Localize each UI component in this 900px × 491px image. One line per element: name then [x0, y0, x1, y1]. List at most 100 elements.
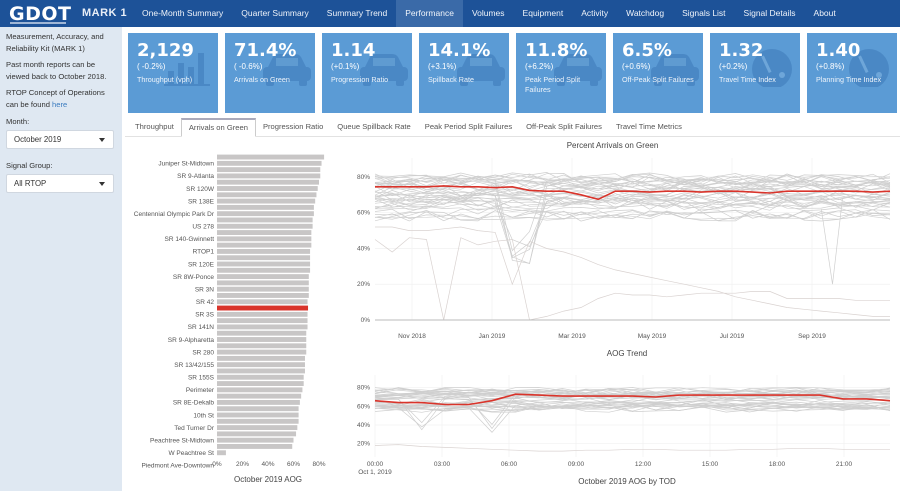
bar-category-label: SR 138E — [188, 198, 215, 205]
nav-item-about[interactable]: About — [813, 8, 836, 18]
month-select[interactable]: October 2019 — [6, 130, 114, 149]
tab-queue-spillback-rate[interactable]: Queue Spillback Rate — [337, 122, 411, 131]
bar[interactable] — [217, 267, 311, 273]
tab-throughput[interactable]: Throughput — [135, 122, 174, 131]
aog-bar-chart: Juniper St-Midtown SR 9-Atlanta SR 120W SR … — [134, 154, 326, 484]
bar-highlight[interactable] — [217, 305, 309, 311]
x-tick-label: 60% — [287, 461, 300, 468]
bar[interactable] — [217, 211, 314, 217]
app-brand[interactable]: MARK 1 — [82, 7, 128, 19]
bar[interactable] — [217, 248, 311, 254]
kpi-tile-arrivals-on-green[interactable]: 71.4%( -0.6%) Arrivals on Green — [225, 33, 315, 113]
nav-item-activity[interactable]: Activity — [581, 8, 609, 18]
gdot-logo[interactable]: GDOT — [9, 3, 72, 25]
bar[interactable] — [217, 381, 304, 386]
bar[interactable] — [217, 444, 293, 449]
nav-item-summary-trend[interactable]: Summary Trend — [326, 8, 388, 18]
bar[interactable] — [217, 387, 303, 393]
nav-item-performance[interactable]: Performance — [396, 0, 463, 27]
x-tick-label: Jan 2019 — [479, 333, 506, 340]
signal-group-select[interactable]: All RTOP — [6, 174, 114, 193]
bar[interactable] — [217, 160, 322, 166]
kpi-tile-throughput-vph[interactable]: 2,129( -0.2%) Throughput (vph) — [128, 33, 218, 113]
bar[interactable] — [217, 293, 309, 298]
nav-item-equipment[interactable]: Equipment — [522, 8, 564, 18]
bar[interactable] — [217, 274, 309, 280]
bar[interactable] — [217, 255, 311, 261]
bar-category-label: SR 9-Atlanta — [177, 173, 214, 180]
kpi-tile-spillback-rate[interactable]: 14.1% (+3.1%) Spillback Rate — [419, 33, 509, 113]
concept-link[interactable]: here — [52, 100, 68, 109]
kpi-tile-off-peak-split-failures[interactable]: 6.5% (+0.6%) Off-Peak Split Failures — [613, 33, 703, 113]
bar[interactable] — [217, 337, 307, 342]
bar[interactable] — [217, 349, 307, 355]
bar[interactable] — [217, 154, 325, 160]
bar[interactable] — [217, 318, 308, 324]
nav-item-watchdog[interactable]: Watchdog — [626, 8, 665, 18]
bar[interactable] — [217, 173, 321, 179]
bar-category-label: Centennial Olympic Park Dr — [134, 211, 215, 218]
bar[interactable] — [217, 223, 313, 229]
bar[interactable] — [217, 230, 312, 235]
bar[interactable] — [217, 412, 299, 418]
bar[interactable] — [217, 179, 319, 185]
bar[interactable] — [217, 450, 226, 456]
kpi-tile-peak-period-split-failures[interactable]: 11.8% (+6.2%) Peak Period Split Failures — [516, 33, 606, 113]
nav-item-quarter-summary[interactable]: Quarter Summary — [241, 8, 309, 18]
tab-off-peak-split-failures[interactable]: Off-Peak Split Failures — [526, 122, 602, 131]
bar-category-label: SR 13/42/155 — [174, 362, 214, 369]
bar[interactable] — [217, 186, 318, 191]
bar[interactable] — [217, 393, 302, 399]
tab-travel-time-metrics[interactable]: Travel Time Metrics — [615, 122, 682, 131]
kpi-tile-travel-time-index[interactable]: 1.32 (+0.2%) Travel Time Index — [710, 33, 800, 113]
bar[interactable] — [217, 311, 308, 317]
bar[interactable] — [217, 324, 308, 330]
signal-series-line — [374, 198, 891, 210]
x-tick-label: May 2019 — [638, 333, 667, 340]
x-tick-label: 09:00 — [568, 461, 585, 468]
bar[interactable] — [217, 280, 309, 286]
bar[interactable] — [217, 242, 312, 248]
kpi-tile-progression-ratio[interactable]: 1.14 (+0.1%) Progression Ratio — [322, 33, 412, 113]
bar[interactable] — [217, 425, 298, 431]
tab-arrivals-on-green[interactable]: Arrivals on Green — [180, 118, 256, 137]
x-tick-label: 80% — [312, 461, 325, 468]
nav-item-one-month-summary[interactable]: One-Month Summary — [142, 8, 224, 18]
bar-category-label: SR 120W — [186, 186, 215, 193]
nav-item-volumes[interactable]: Volumes — [471, 8, 505, 18]
bar[interactable] — [217, 355, 305, 361]
bar[interactable] — [217, 198, 316, 204]
bar[interactable] — [217, 330, 307, 336]
bar[interactable] — [217, 286, 309, 292]
tab-progression-ratio[interactable]: Progression Ratio — [262, 122, 324, 131]
metric-tabs: Throughput Arrivals on Green Progression R… — [125, 118, 900, 137]
y-tick-label: 20% — [357, 281, 370, 288]
bar[interactable] — [217, 437, 294, 443]
bar[interactable] — [217, 418, 299, 424]
rtop-series-line[interactable] — [374, 393, 891, 406]
bar-category-label: W Peachtree St — [168, 450, 214, 457]
bar[interactable] — [217, 299, 308, 305]
bar[interactable] — [217, 261, 311, 267]
bar[interactable] — [217, 374, 304, 380]
x-tick-label: 00:00 — [367, 461, 384, 468]
bar[interactable] — [217, 236, 312, 242]
bar[interactable] — [217, 399, 300, 405]
nav-item-signals-list[interactable]: Signals List — [682, 8, 726, 18]
x-tick-label: Jul 2019 — [720, 333, 745, 340]
bar[interactable] — [217, 362, 305, 368]
kpi-change: (+0.2%) — [719, 62, 748, 71]
bar[interactable] — [217, 204, 314, 210]
month-label: Month: — [6, 117, 30, 126]
bar[interactable] — [217, 192, 317, 198]
tab-peak-period-split-failures[interactable]: Peak Period Split Failures — [424, 122, 513, 131]
bar[interactable] — [217, 167, 321, 173]
bar[interactable] — [217, 406, 299, 412]
bar[interactable] — [217, 343, 307, 349]
kpi-tile-planning-time-index[interactable]: 1.40 (+0.8%) Planning Time Index — [807, 33, 897, 113]
bar[interactable] — [217, 431, 297, 437]
bar[interactable] — [217, 368, 305, 374]
nav-item-signal-details[interactable]: Signal Details — [743, 8, 796, 18]
bar[interactable] — [217, 217, 313, 223]
rtop-series-line[interactable] — [375, 185, 891, 201]
